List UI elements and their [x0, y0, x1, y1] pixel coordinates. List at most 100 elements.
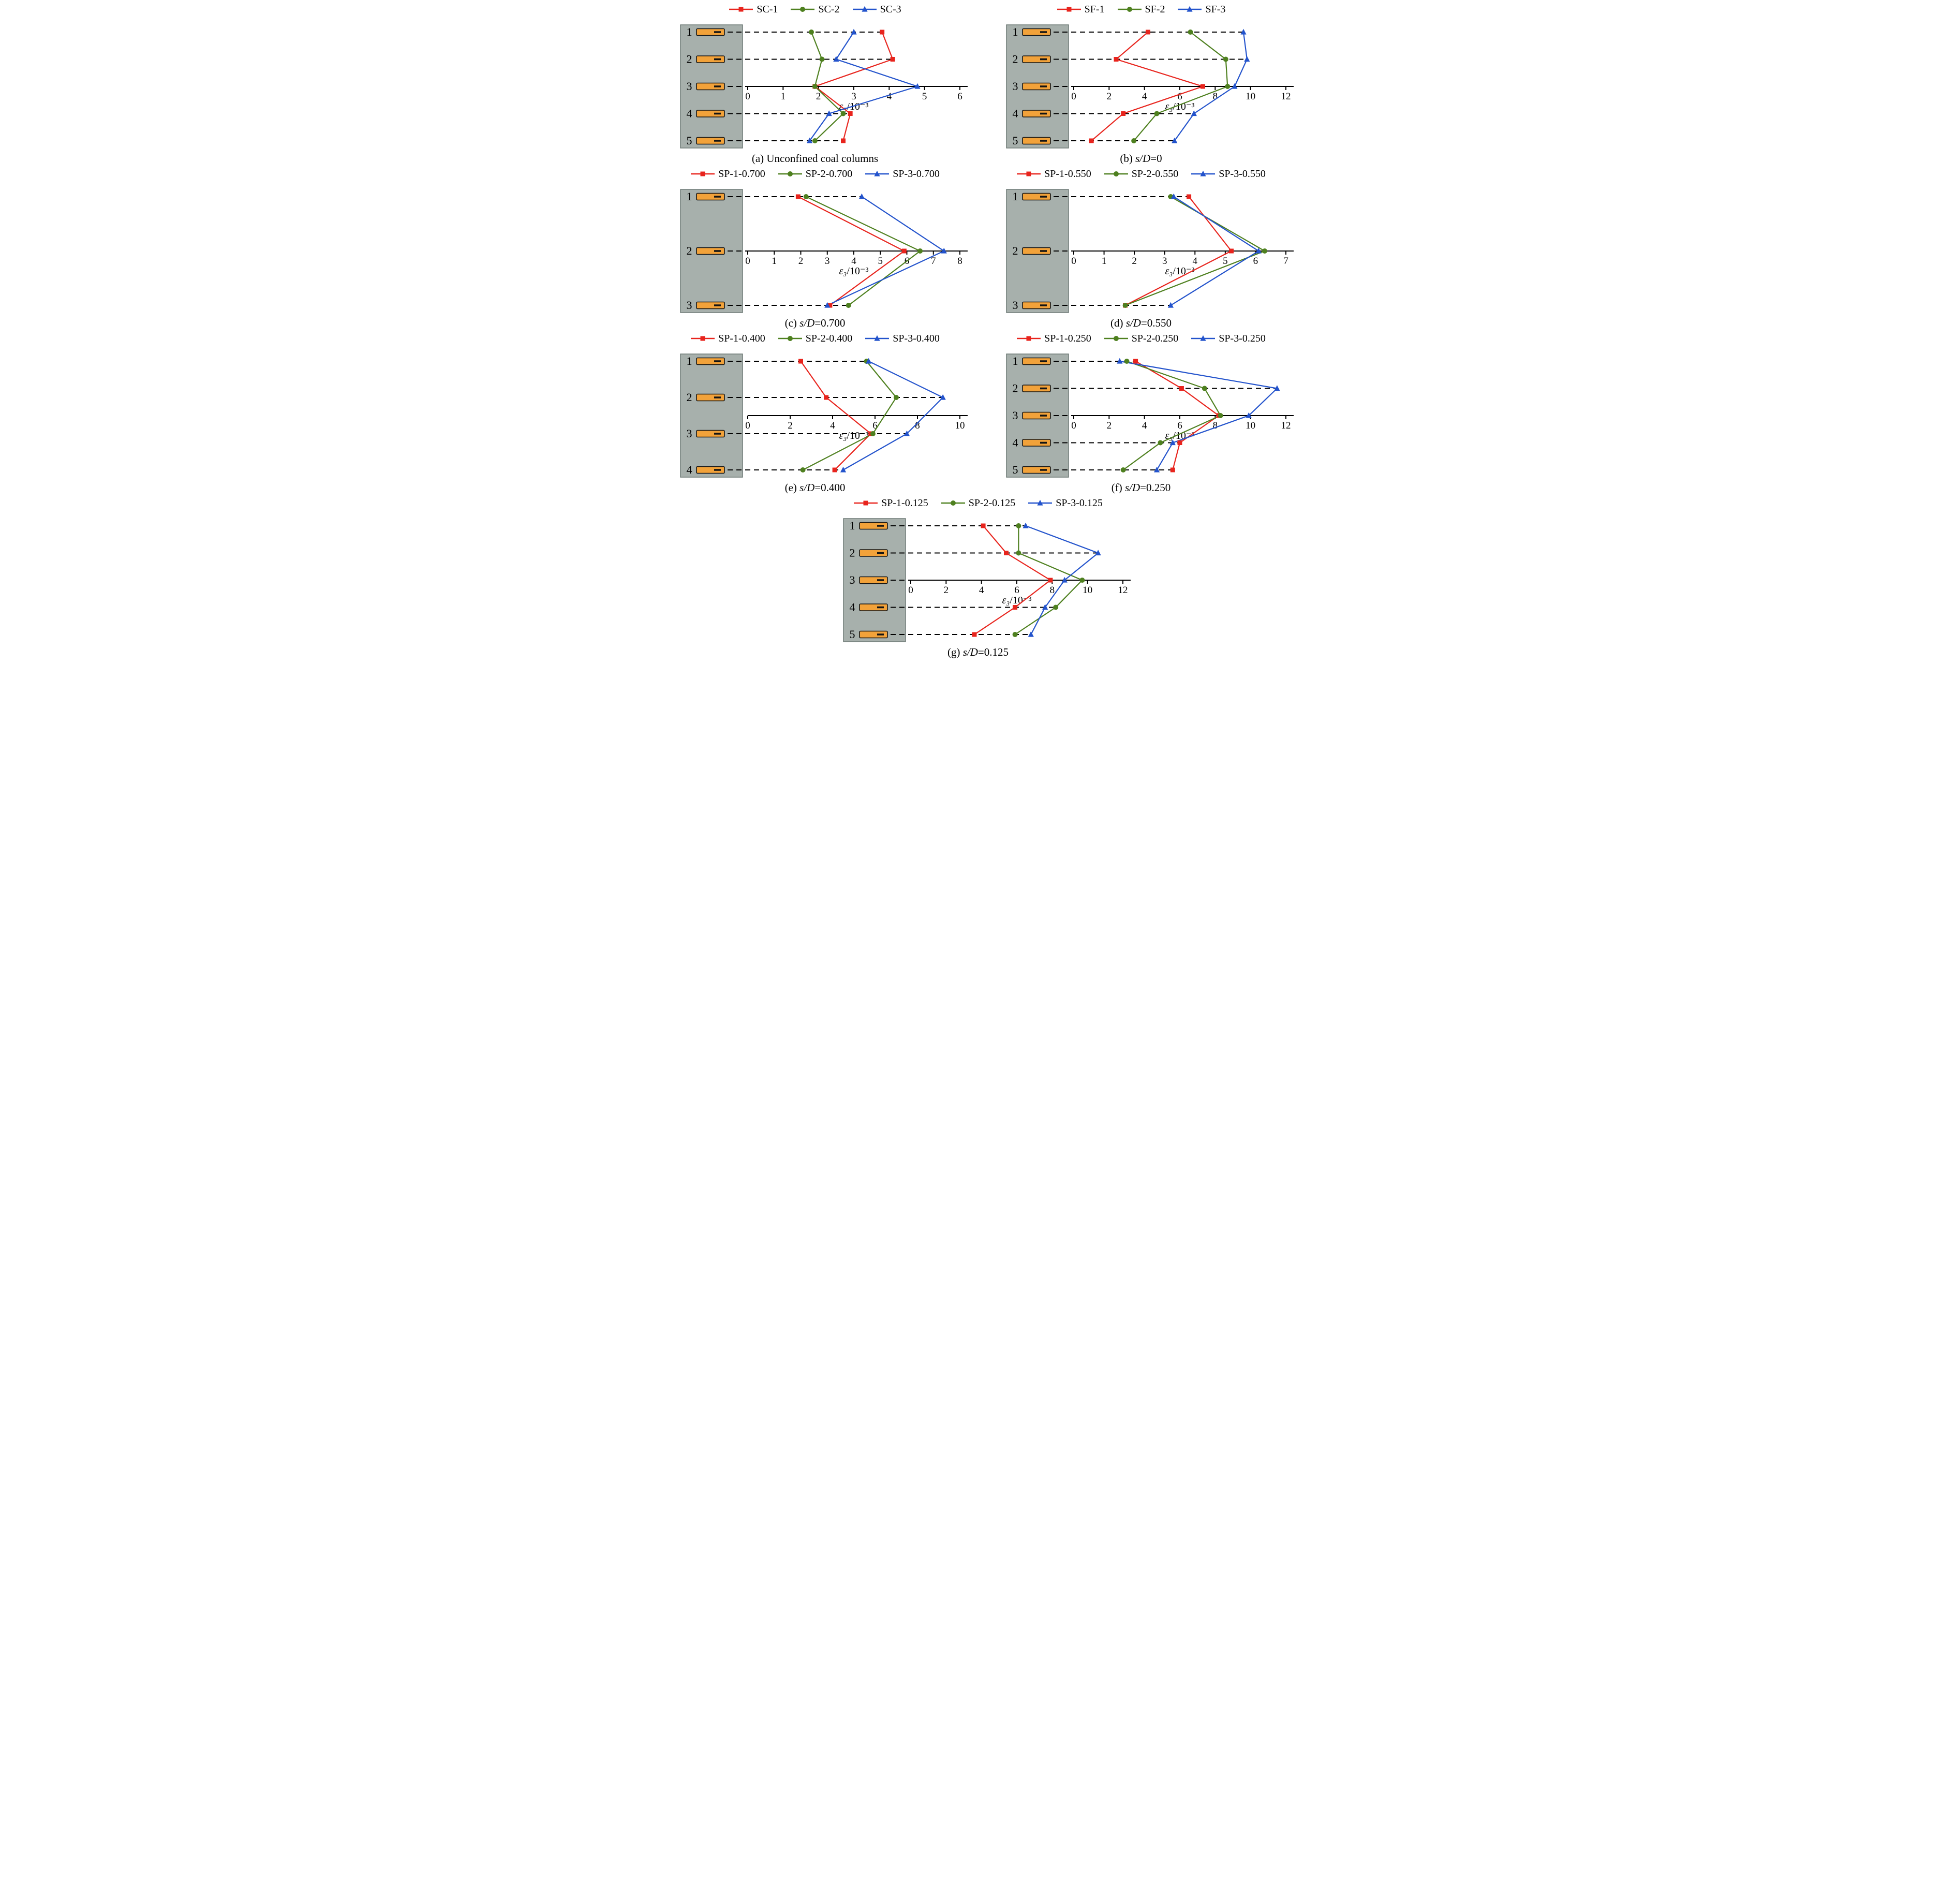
- legend-square-icon: [1017, 171, 1041, 176]
- strain-gauge-icon: [1022, 301, 1051, 309]
- panel-e-caption: (e) s/D=0.400: [785, 480, 846, 496]
- data-point-SC-3: [833, 56, 839, 62]
- legend-label: SP-1-0.125: [881, 497, 928, 509]
- data-point-SC-1: [890, 57, 895, 62]
- legend-item-SP-1-0.125: SP-1-0.125: [853, 497, 928, 509]
- data-point-SP-2-0.250: [1120, 467, 1126, 473]
- strain-gauge-icon: [1022, 28, 1051, 36]
- data-point-SF-1: [1114, 57, 1119, 62]
- legend-marker-glyph: [787, 336, 793, 341]
- data-point-SP-3-0.125: [1095, 550, 1101, 556]
- data-point-SC-3: [851, 28, 857, 35]
- data-point-SF-3: [1232, 83, 1238, 89]
- strain-gauge-icon: [696, 301, 725, 309]
- strain-gauge-icon: [859, 522, 888, 530]
- data-point-SF-2: [1188, 29, 1193, 35]
- strain-gauge-icon: [859, 603, 888, 611]
- x-axis-tick-label: 2: [1107, 420, 1112, 431]
- data-point-SP-2-0.550: [1122, 303, 1128, 308]
- x-axis-tick-label: 6: [957, 91, 962, 102]
- strain-gauge-icon: [696, 393, 725, 402]
- x-axis-tick-label: 8: [1213, 91, 1218, 102]
- legend-circle-icon: [778, 171, 802, 176]
- caption-text: s/D: [1124, 481, 1140, 494]
- x-axis-tick-label: 10: [955, 420, 965, 431]
- series-line-SP-2-0.400: [803, 361, 897, 470]
- legend-item-SP-2-0.700: SP-2-0.700: [778, 168, 852, 180]
- data-point-SC-1: [880, 29, 885, 35]
- legend-triangle-icon: [852, 6, 877, 12]
- x-axis-tick-label: 0: [1071, 420, 1076, 431]
- data-point-SF-3: [1240, 28, 1247, 35]
- caption-text: (f): [1111, 481, 1125, 494]
- x-axis-tick-label: 1: [772, 256, 777, 267]
- legend-marker-glyph: [800, 7, 806, 12]
- x-axis-tick-label: 0: [908, 585, 913, 596]
- legend-square-icon: [691, 171, 715, 176]
- strain-gauge-icon: [696, 357, 725, 365]
- legend-item-SF-1: SF-1: [1057, 4, 1105, 16]
- data-point-SP-1-0.550: [1187, 194, 1192, 199]
- data-point-SC-2: [812, 138, 818, 143]
- x-axis-tick-label: 6: [1177, 91, 1182, 102]
- data-point-SP-2-0.250: [1158, 440, 1163, 446]
- data-point-SF-3: [1172, 137, 1178, 143]
- legend-circle-icon: [941, 500, 965, 506]
- x-axis-tick-label: 6: [872, 420, 878, 431]
- x-axis-tick-label: 2: [816, 91, 821, 102]
- x-axis-tick-label: 8: [1050, 585, 1055, 596]
- data-point-SP-3-0.250: [1246, 412, 1252, 418]
- gauge-number: 1: [1013, 25, 1018, 38]
- gauge-number: 5: [1013, 134, 1018, 147]
- gauge-number: 3: [1013, 80, 1018, 93]
- x-axis-tick-label: 8: [957, 256, 962, 267]
- data-point-SC-3: [806, 137, 813, 143]
- data-point-SP-1-0.125: [981, 523, 986, 528]
- legend-marker-glyph: [1113, 336, 1119, 341]
- caption-text: (c): [784, 317, 800, 329]
- legend-item-SP-2-0.400: SP-2-0.400: [778, 332, 853, 345]
- legend-square-icon: [1017, 336, 1041, 341]
- series-line-SP-1-0.400: [800, 361, 872, 470]
- gauge-number: 2: [1013, 382, 1018, 395]
- caption-text: =0.125: [977, 646, 1009, 658]
- legend-circle-icon: [1104, 336, 1128, 341]
- panel-b: SF-1 SF-2 SF-3 1 2 3 4 5 0 2 4 6 8 10 12 ε₃/10⁻³ (b) s…: [978, 2, 1304, 167]
- legend-label: SF-3: [1205, 3, 1226, 15]
- x-axis-tick-label: 7: [1283, 256, 1288, 267]
- gauge-number: 3: [687, 299, 692, 312]
- legend-label: SP-2-0.400: [805, 332, 853, 344]
- legend-item-SP-3-0.700: SP-3-0.700: [865, 168, 940, 180]
- data-point-SP-3-0.250: [1274, 385, 1280, 391]
- data-point-SP-3-0.125: [1042, 604, 1048, 610]
- data-point-SF-3: [1191, 110, 1197, 116]
- data-point-SF-2: [1154, 111, 1160, 116]
- strain-gauge-icon: [1022, 55, 1051, 63]
- x-axis-tick-label: 4: [979, 585, 984, 596]
- legend-square-icon: [1057, 7, 1081, 12]
- data-point-SP-1-0.125: [1004, 551, 1009, 555]
- legend-item-SP-2-0.125: SP-2-0.125: [941, 497, 1015, 509]
- legend-item-SC-3: SC-3: [852, 4, 901, 16]
- caption-text: (g): [947, 646, 963, 658]
- x-axis-tick-label: 5: [922, 91, 927, 102]
- strain-gauge-icon: [859, 576, 888, 584]
- x-axis-tick-label: 12: [1118, 585, 1128, 596]
- legend-item-SP-3-0.400: SP-3-0.400: [865, 333, 940, 345]
- caption-text: s/D: [962, 646, 978, 658]
- data-point-SP-3-0.700: [941, 247, 947, 254]
- legend-square-icon: [729, 7, 753, 12]
- legend-circle-icon: [1117, 7, 1142, 12]
- x-axis-tick-label: 6: [1014, 585, 1019, 596]
- data-point-SP-2-0.125: [1012, 632, 1018, 637]
- x-axis-tick-label: 0: [1071, 256, 1076, 267]
- legend-marker-glyph: [1200, 170, 1206, 176]
- gauge-number: 2: [850, 547, 855, 559]
- data-point-SP-1-0.400: [832, 467, 837, 473]
- panel-g-legend: SP-1-0.125 SP-2-0.125 SP-3-0.125: [853, 496, 1103, 510]
- legend-marker-glyph: [1066, 7, 1072, 12]
- x-axis-tick-label: 12: [1281, 91, 1291, 102]
